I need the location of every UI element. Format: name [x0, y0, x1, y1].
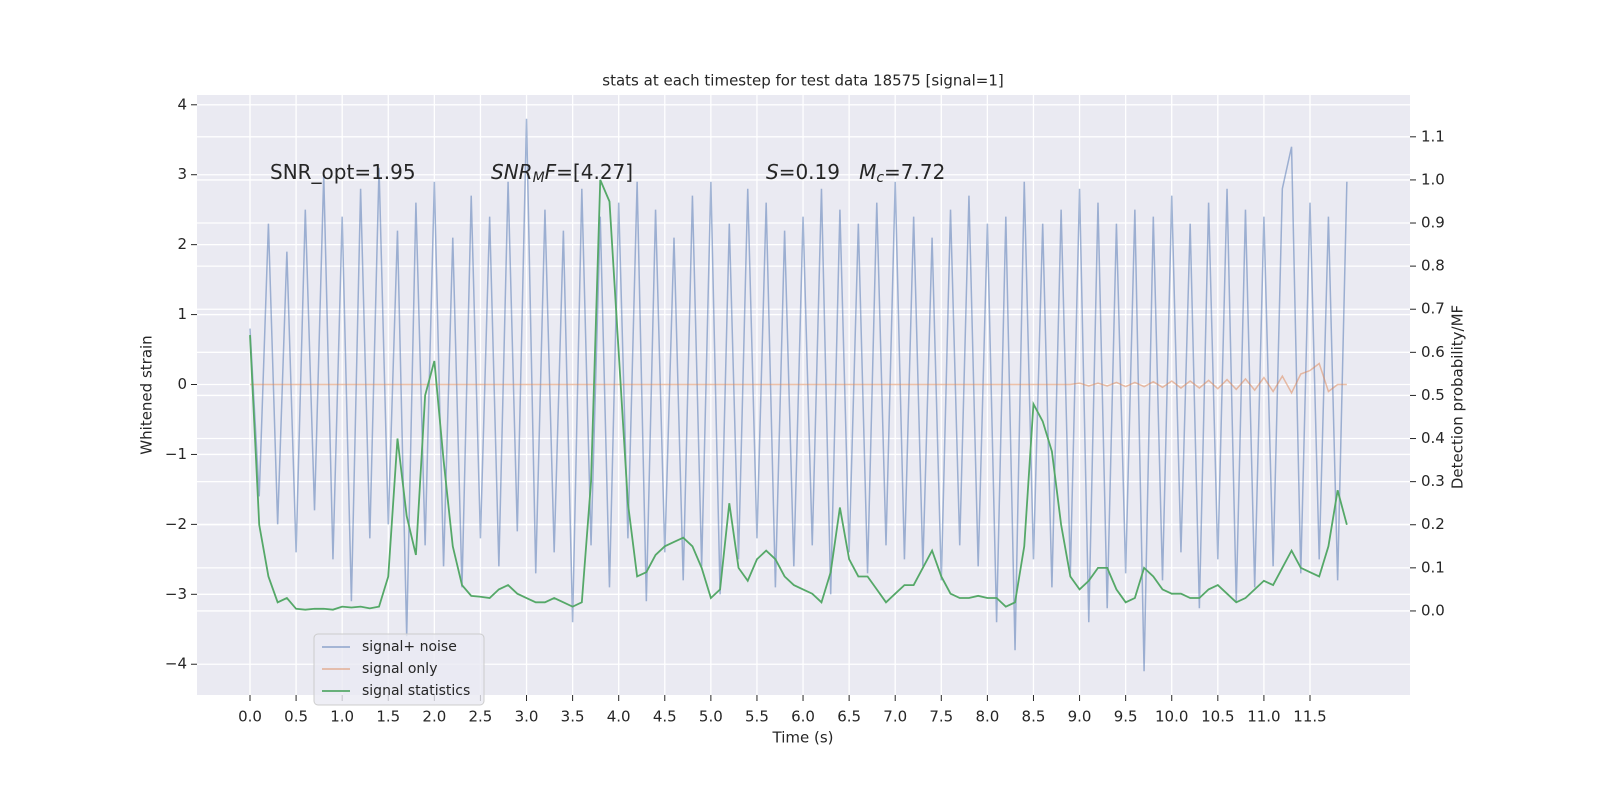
x-tick-label: 1.5 [376, 708, 400, 726]
annotation-part: F [545, 160, 557, 184]
annotation: SNR_opt=1.95 [270, 160, 416, 184]
annotation-part: M [533, 170, 545, 186]
y2-tick-label: 0.4 [1421, 429, 1445, 447]
x-tick-label: 3.0 [515, 708, 539, 726]
annotation-part: M [859, 160, 876, 184]
y-tick-label: −2 [165, 515, 187, 533]
x-tick-label: 5.0 [699, 708, 723, 726]
y-tick-label: −1 [165, 445, 187, 463]
x-tick-label: 11.5 [1293, 708, 1326, 726]
y2-axis-label: Detection probability/MF [1449, 305, 1467, 489]
x-tick-label: 1.0 [330, 708, 354, 726]
x-tick-label: 7.5 [929, 708, 953, 726]
x-tick-label: 8.0 [975, 708, 999, 726]
y2-tick-label: 0.1 [1421, 558, 1445, 576]
chart-title: stats at each timestep for test data 185… [602, 72, 1003, 90]
annotation-part: c [876, 170, 884, 186]
annotation-part: =0.19 [779, 160, 859, 184]
series-line [250, 362, 1347, 395]
annotation-part: SNR [491, 160, 533, 184]
x-tick-label: 10.5 [1201, 708, 1234, 726]
x-tick-label: 11.0 [1247, 708, 1280, 726]
x-tick-label: 5.5 [745, 708, 769, 726]
y2-tick-label: 1.0 [1421, 170, 1445, 188]
x-tick-label: 9.5 [1114, 708, 1138, 726]
x-tick-label: 6.5 [837, 708, 861, 726]
x-tick-label: 2.5 [469, 708, 493, 726]
y2-tick-label: 0.3 [1421, 472, 1445, 490]
x-tick-label: 6.0 [791, 708, 815, 726]
legend-label: signal statistics [362, 683, 470, 699]
annotation: S=0.19 Mc=7.72 [766, 160, 945, 187]
x-tick-label: 7.0 [883, 708, 907, 726]
x-tick-label: 0.5 [284, 708, 308, 726]
series-line [249, 179, 1348, 611]
x-tick-label: 4.5 [653, 708, 677, 726]
x-tick-label: 9.0 [1068, 708, 1092, 726]
y-tick-label: 3 [177, 165, 187, 183]
legend-label: signal+ noise [362, 639, 457, 655]
y2-tick-label: 0.8 [1421, 257, 1445, 275]
y-tick-label: 2 [177, 235, 187, 253]
y2-tick-label: 0.2 [1421, 515, 1445, 533]
y2-tick-label: 0.9 [1421, 214, 1445, 232]
y2-tick-label: 0.0 [1421, 601, 1445, 619]
x-axis-label: Time (s) [772, 729, 834, 747]
x-tick-label: 8.5 [1022, 708, 1046, 726]
annotation-part: =7.72 [884, 160, 945, 184]
y-tick-label: −4 [165, 655, 187, 673]
y-axis-label: Whitened strain [138, 335, 156, 454]
annotation-part: =[4.27] [556, 160, 633, 184]
annotation-part: SNR_opt=1.95 [270, 160, 416, 184]
annotation-part: S [766, 160, 779, 184]
y2-tick-label: 0.5 [1421, 386, 1445, 404]
x-tick-label: 3.5 [561, 708, 585, 726]
x-tick-label: 0.0 [238, 708, 262, 726]
legend-box [313, 633, 485, 706]
annotation: SNRMF=[4.27] [491, 160, 633, 187]
x-tick-label: 10.0 [1155, 708, 1188, 726]
x-tick-label: 2.0 [422, 708, 446, 726]
x-tick-label: 4.0 [607, 708, 631, 726]
y2-tick-label: 0.7 [1421, 300, 1445, 318]
legend-label: signal only [362, 661, 437, 677]
y-tick-label: 1 [177, 305, 187, 323]
y2-tick-label: 0.6 [1421, 343, 1445, 361]
series-line [249, 118, 1348, 672]
y-tick-label: 4 [177, 95, 187, 113]
y-tick-label: 0 [177, 375, 187, 393]
y-tick-label: −3 [165, 585, 187, 603]
y2-tick-label: 1.1 [1421, 127, 1445, 145]
